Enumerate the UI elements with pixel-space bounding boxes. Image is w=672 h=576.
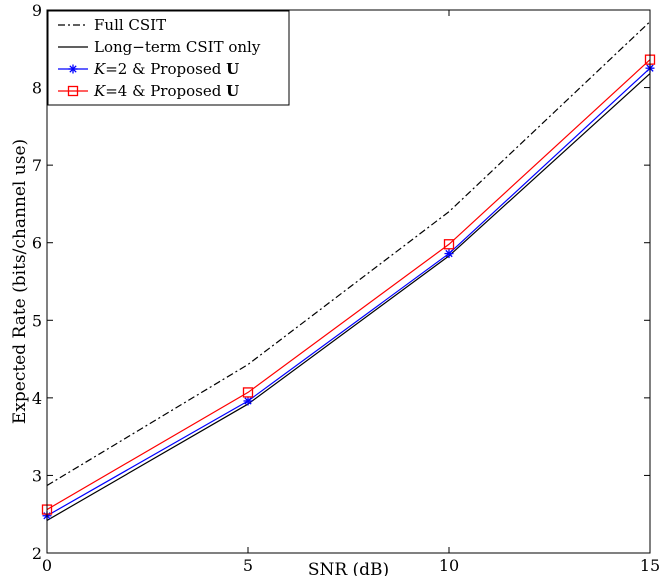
series-3-point-1 <box>242 387 254 398</box>
series-layer <box>41 21 656 521</box>
y-tick-label-2: 4 <box>32 389 42 408</box>
y-tick-label-4: 6 <box>32 234 42 253</box>
x-tick-label-1: 5 <box>243 556 253 575</box>
y-axis-label: Expected Rate (bits/channel use) <box>10 139 30 424</box>
series-2 <box>42 63 655 521</box>
y-tick-label-6: 8 <box>32 79 42 98</box>
legend-label-2-part-0: K <box>93 60 106 78</box>
legend-label-1: Long−term CSIT only <box>94 38 261 56</box>
legend-label-2-part-2: U <box>226 60 239 78</box>
y-tick-label-0: 2 <box>32 544 42 563</box>
series-1 <box>46 73 651 521</box>
legend-entry-2: K=2 & Proposed U <box>58 60 239 78</box>
y-tick-label-5: 7 <box>32 156 42 175</box>
x-tick-label-3: 15 <box>640 556 660 575</box>
legend-entry-3: K=4 & Proposed U <box>58 82 239 100</box>
y-tick-label-1: 3 <box>32 466 42 485</box>
x-tick-label-0: 0 <box>42 556 52 575</box>
plot-frame <box>46 9 651 554</box>
legend-entry-1: Long−term CSIT only <box>58 38 261 56</box>
legend-label-1-part-0: Long−term CSIT only <box>94 38 261 56</box>
series-0 <box>46 21 651 487</box>
legend-marker-3 <box>67 85 79 97</box>
y-tick-label-7: 9 <box>32 1 42 20</box>
series-line-2 <box>46 67 651 517</box>
y-tick-label-3: 5 <box>32 311 42 330</box>
series-line-3 <box>46 59 651 511</box>
legend-label-3-part-0: K <box>93 82 106 100</box>
legend-label-0-part-0: Full CSIT <box>94 16 166 34</box>
legend-label-2: K=2 & Proposed U <box>93 60 239 78</box>
series-3-point-2 <box>443 239 455 250</box>
legend-box <box>47 10 290 106</box>
series-3 <box>41 54 656 515</box>
x-tick-label-2: 10 <box>439 556 459 575</box>
tick-labels: 0 5 10 15 2 3 4 5 6 7 8 9 <box>32 1 660 575</box>
legend-label-3-part-2: U <box>226 82 239 100</box>
legend-label-3-part-1: =4 & Proposed <box>105 82 226 100</box>
legend-entry-0: Full CSIT <box>58 16 166 34</box>
legend-marker-2 <box>68 64 78 74</box>
legend-label-3: K=4 & Proposed U <box>93 82 239 100</box>
legend-label-2-part-1: =2 & Proposed <box>105 60 226 78</box>
series-2-point-1 <box>243 396 253 406</box>
legend-label-0: Full CSIT <box>94 16 166 34</box>
series-2-point-2 <box>444 249 454 259</box>
series-line-0 <box>46 21 651 487</box>
series-line-1 <box>46 73 651 521</box>
x-axis-label: SNR (dB) <box>308 560 389 576</box>
